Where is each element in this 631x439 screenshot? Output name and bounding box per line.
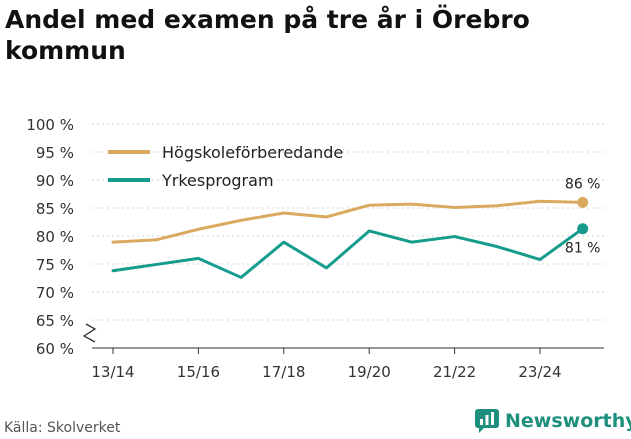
end-labels: 86 % 81 % xyxy=(565,176,601,256)
legend-label: Yrkesprogram xyxy=(161,171,274,190)
source-note: Källa: Skolverket xyxy=(4,420,121,436)
y-tick-label: 85 % xyxy=(36,200,74,218)
series-line-yrkesprogram xyxy=(111,227,585,279)
end-value-label: 81 % xyxy=(565,241,601,257)
legend-label: Högskoleförberedande xyxy=(162,143,343,162)
y-tick-label: 100 % xyxy=(26,116,74,134)
y-tick-label: 80 % xyxy=(36,228,74,246)
y-tick-label: 95 % xyxy=(36,144,74,162)
end-point-marker xyxy=(577,196,589,208)
series-line-hogskoleforberedande xyxy=(111,199,585,244)
x-axis: 13/14 15/16 17/18 19/20 21/22 23/24 xyxy=(91,347,604,381)
x-tick-label: 23/24 xyxy=(518,363,561,381)
y-tick-label: 75 % xyxy=(36,256,74,274)
x-tick-label: 13/14 xyxy=(91,363,134,381)
y-tick-label: 60 % xyxy=(36,340,74,358)
newsworthy-logo: Newsworthy xyxy=(474,408,631,434)
x-tick-label: 15/16 xyxy=(177,363,220,381)
series-lines xyxy=(111,196,589,279)
y-axis-tick-labels: 100 % 95 % 90 % 85 % 80 % 75 % 70 % 65 % 60 % xyxy=(26,116,74,358)
x-tick-label: 17/18 xyxy=(262,363,305,381)
brand-name: Newsworthy xyxy=(505,410,631,432)
y-tick-label: 90 % xyxy=(36,172,74,190)
newsworthy-icon xyxy=(475,409,499,433)
legend: Högskoleförberedande Yrkesprogram xyxy=(108,143,343,190)
x-tick-label: 21/22 xyxy=(433,363,476,381)
end-value-label: 86 % xyxy=(565,176,601,192)
axis-break-mark xyxy=(82,323,97,343)
chart-title: Andel med examen på tre år i Örebro komm… xyxy=(5,5,530,65)
y-tick-label: 65 % xyxy=(36,312,74,330)
y-tick-label: 70 % xyxy=(36,284,74,302)
x-tick-label: 19/20 xyxy=(348,363,391,381)
axis-break-icon xyxy=(82,323,97,343)
end-point-marker xyxy=(577,223,589,235)
